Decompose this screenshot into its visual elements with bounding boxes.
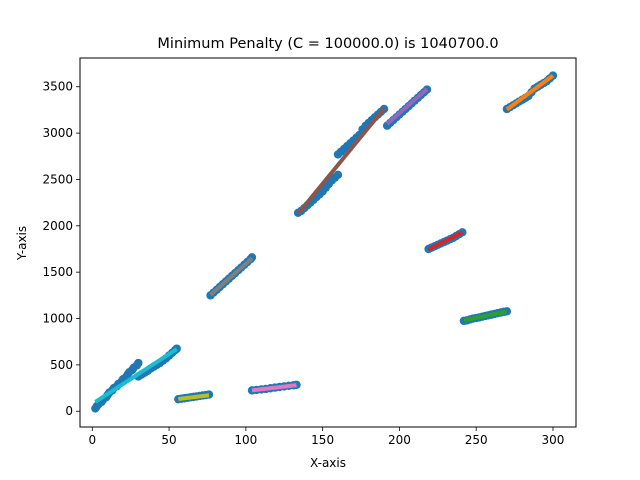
- x-axis-label: X-axis: [310, 456, 346, 470]
- axes-frame: [79, 57, 577, 428]
- fit-segments: [94, 74, 555, 404]
- y-tick-label: 3000: [42, 126, 73, 140]
- y-tick-label: 1500: [42, 265, 73, 279]
- y-tick-label: 0: [65, 404, 73, 418]
- x-tick-label: 250: [465, 433, 488, 447]
- fit-segment: [251, 383, 297, 393]
- x-tick-label: 100: [234, 433, 257, 447]
- fit-segment: [178, 393, 210, 401]
- x-tick-label: 200: [388, 433, 411, 447]
- fit-segment: [385, 87, 429, 126]
- chart-title: Minimum Penalty (C = 100000.0) is 104070…: [157, 36, 498, 52]
- y-tick-label: 2500: [42, 172, 73, 186]
- fit-segment: [296, 107, 386, 216]
- y-tick-label: 1000: [42, 312, 73, 326]
- y-tick-label: 3500: [42, 80, 73, 94]
- data-point: [134, 358, 143, 368]
- y-tick-label: 500: [50, 358, 73, 372]
- fit-segment: [505, 74, 555, 112]
- x-tick-label: 0: [88, 433, 96, 447]
- axes: 0 50 100 150 200 250 3000500100015002000250030…: [42, 57, 577, 447]
- fit-segment: [94, 347, 178, 404]
- fit-segment: [209, 256, 254, 297]
- data-point: [333, 170, 343, 180]
- x-tick-label: 50: [161, 433, 176, 447]
- fit-segment: [427, 230, 464, 252]
- y-tick-label: 2000: [42, 219, 73, 233]
- x-tick-label: 150: [311, 433, 334, 447]
- fit-segment: [463, 309, 508, 323]
- x-tick-label: 300: [542, 433, 565, 447]
- y-axis-label: Y-axis: [15, 226, 29, 261]
